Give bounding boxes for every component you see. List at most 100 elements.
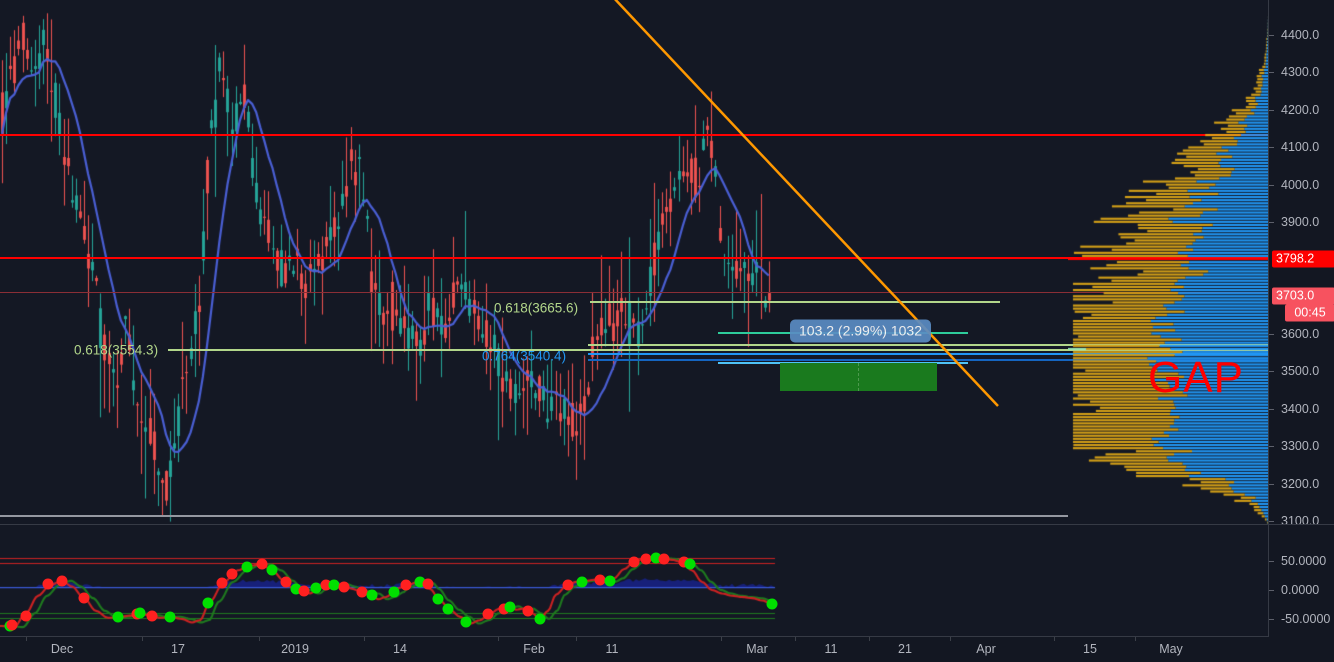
oscillator-buy-dot (328, 579, 340, 591)
oscillator-buy-dot (650, 552, 662, 564)
oscillator-canvas[interactable] (0, 525, 1268, 637)
oscillator-sell-dot (356, 586, 368, 598)
indicator-tick (1269, 561, 1274, 562)
time-tick (950, 637, 951, 641)
oscillator-sell-dot (640, 553, 652, 565)
oscillator-sell-dot (298, 585, 310, 597)
oscillator-buy-dot (604, 575, 616, 587)
time-tick (26, 637, 27, 641)
oscillator-buy-dot (414, 576, 426, 588)
price-tick (1269, 147, 1274, 149)
oscillator-buy-dot (202, 597, 214, 609)
indicator-tick-label: 50.0000 (1281, 554, 1327, 568)
demand-zone-midline (858, 363, 860, 391)
oscillator-buy-dot (164, 611, 176, 623)
time-tick (869, 637, 870, 641)
time-tick-label: Mar (746, 642, 768, 656)
price-tick (1269, 521, 1274, 522)
downtrend-line[interactable] (612, 0, 999, 407)
time-tick-label: Apr (976, 642, 996, 656)
price-tick-label: 4100.0 (1281, 140, 1320, 155)
volume-profile-canvas[interactable] (1068, 0, 1268, 524)
time-tick-label: 14 (393, 642, 407, 656)
fib-label-0764-3540: 0.764(3540.4) (482, 348, 567, 364)
time-tick (1054, 637, 1055, 641)
fib-label-0618-3554: 0.618(3554.3) (74, 342, 159, 358)
oscillator-sell-dot (400, 579, 412, 591)
oscillator-sell-dot (594, 574, 606, 586)
oscillator-sell-dot (678, 556, 690, 568)
time-tick (498, 637, 499, 641)
oscillator-sell-dot (658, 553, 670, 565)
time-tick-label: 17 (171, 642, 185, 656)
price-tick (1269, 334, 1274, 336)
pane-divider-bottom[interactable] (0, 636, 1268, 637)
horizontal-line-resistance-mid[interactable] (0, 257, 1268, 259)
time-tick-label: 11 (824, 642, 838, 656)
oscillator-sell-dot (56, 575, 68, 587)
oscillator-buy-dot (766, 598, 778, 610)
trendline-overlay (612, 0, 999, 407)
oscillator-sell-dot (20, 610, 32, 622)
time-tick-label: 2019 (281, 642, 309, 656)
oscillator-buy-dot (576, 576, 588, 588)
time-tick-label: 21 (898, 642, 912, 656)
level-line-green-upper[interactable] (588, 344, 1268, 346)
fib-line-0764-3540[interactable] (588, 353, 1268, 355)
price-tick-label: 3600.0 (1281, 327, 1320, 342)
time-tick-label: May (1159, 642, 1183, 656)
oscillator-buy-dot (134, 607, 146, 619)
oscillator-sell-dot (6, 619, 18, 631)
gap-annotation-label: GAP (1148, 353, 1244, 402)
oscillator-indicator-pane[interactable] (0, 525, 1268, 637)
oscillator-buy-dot (684, 558, 696, 570)
oscillator-buy-dot (266, 564, 278, 576)
fib-line-0618-3665[interactable] (590, 301, 1000, 303)
oscillator-buy-dot (241, 561, 253, 573)
fib-line-0618-3554[interactable] (168, 349, 1268, 351)
countdown-timer-badge[interactable]: 00:45 (1285, 304, 1334, 322)
price-tick-label: 3400.0 (1281, 401, 1320, 416)
time-tick-label: Dec (50, 642, 74, 656)
horizontal-line-resistance-upper[interactable] (0, 134, 1268, 136)
close-price-badge[interactable]: 3703.0 (1272, 287, 1334, 305)
oscillator-buy-dot (534, 613, 546, 625)
last-price-badge[interactable]: 3798.2 (1272, 250, 1334, 268)
price-chart-pane[interactable]: 0.618(3554.3) 0.618(3665.6) 0.764(3540.4… (0, 0, 1268, 524)
indicator-tick (1269, 590, 1274, 591)
oscillator-buy-dot (388, 586, 400, 598)
fib-label-0618-3665: 0.618(3665.6) (494, 300, 579, 316)
time-tick (795, 637, 796, 641)
price-tick (1269, 221, 1274, 223)
oscillator-buy-dot (310, 582, 322, 594)
oscillator-buy-dot (460, 616, 472, 628)
indicator-tick (1269, 619, 1274, 620)
oscillator-buy-dot (112, 611, 124, 623)
price-tick-label: 4400.0 (1281, 28, 1320, 42)
oscillator-sell-dot (320, 579, 332, 591)
level-line-blue-dark[interactable] (588, 359, 1268, 361)
pane-divider-top[interactable] (0, 524, 1268, 525)
time-tick (259, 637, 260, 641)
oscillator-sell-dot (498, 603, 510, 615)
price-tick-label: 4000.0 (1281, 177, 1320, 192)
horizontal-line-support-gray[interactable] (0, 515, 1068, 517)
time-tick-label: 11 (605, 642, 619, 656)
oscillator-sell-dot (280, 576, 292, 588)
oscillator-sell-dot (226, 568, 238, 580)
oscillator-sell-dot (216, 577, 228, 589)
price-tick-label: 3500.0 (1281, 364, 1320, 379)
oscillator-buy-dot (432, 593, 444, 605)
price-tick-label: 3900.0 (1281, 214, 1320, 229)
price-axis[interactable]: 4400.0 4300.0 4200.0 4100.0 4000.0 3900.0 3600… (1268, 0, 1334, 637)
time-tick-label: 15 (1083, 642, 1097, 656)
time-axis[interactable]: Dec 17 2019 14 Feb 11 Mar 11 21 Apr 15 May (0, 637, 1268, 662)
measurement-tooltip[interactable]: 103.2 (2.99%) 1032 (790, 319, 931, 343)
horizontal-line-resistance-faint[interactable] (0, 292, 1268, 293)
price-tick-label: 3200.0 (1281, 476, 1320, 491)
oscillator-buy-dot (290, 583, 302, 595)
oscillator-buy-dot (442, 603, 454, 615)
candlestick-canvas[interactable] (0, 0, 1268, 524)
price-axis-divider (1269, 524, 1334, 525)
